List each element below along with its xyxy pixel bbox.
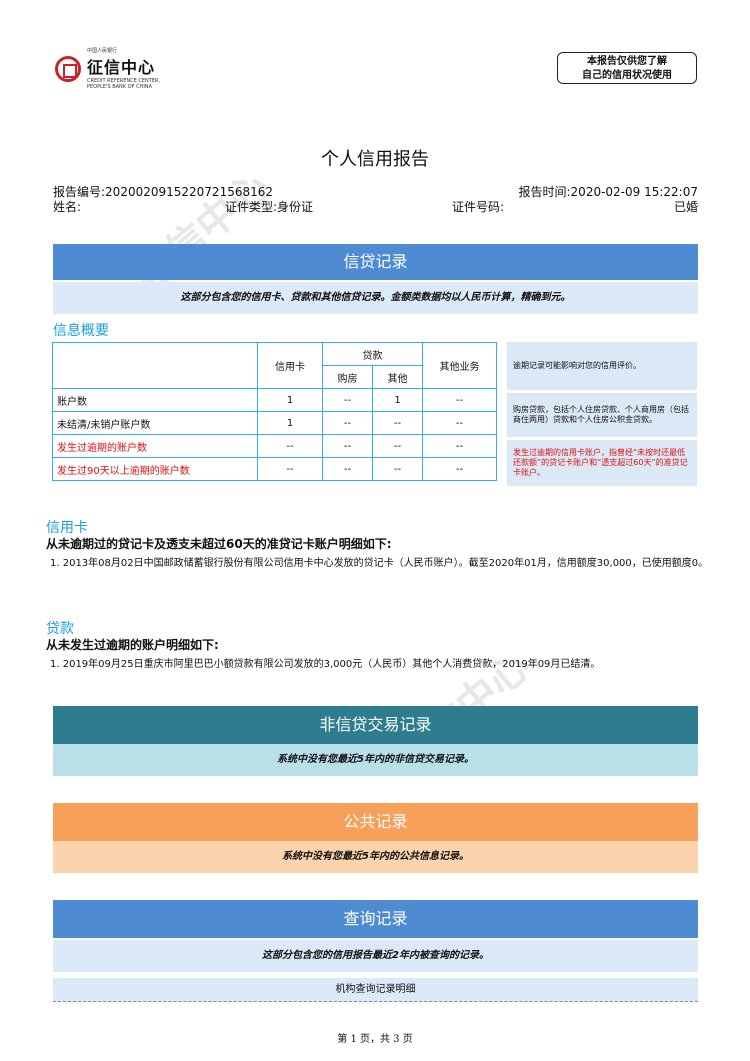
watermark: 征信中心 bbox=[126, 163, 279, 302]
query-band: 查询记录 bbox=[53, 900, 698, 938]
logo: 中国人民银行 征信中心 CREDIT REFERENCE CENTER, PEO… bbox=[55, 48, 177, 90]
marital-status: 已婚 bbox=[673, 200, 698, 214]
public-band: 公共记录 bbox=[53, 803, 698, 841]
seal-icon bbox=[55, 56, 81, 82]
page-number: 第 1 页，共 3 页 bbox=[337, 1034, 413, 1045]
noncredit-band: 非信贷交易记录 bbox=[53, 706, 698, 744]
logo-top: 中国人民银行 bbox=[87, 48, 118, 54]
usage-stamp: 本报告仅供您了解 自己的信用状况使用 bbox=[557, 52, 697, 84]
card-item: 1. 2013年08月02日中国邮政储蓄银行股份有限公司信用卡中心发放的贷记卡（… bbox=[50, 558, 709, 569]
table-row: 发生过90天以上逾期的账户数 -- -- -- -- bbox=[52, 457, 497, 481]
public-desc: 系统中没有您最近5年内的公共信息记录。 bbox=[53, 841, 698, 873]
noncredit-desc: 系统中没有您最近5年内的非信贷交易记录。 bbox=[53, 744, 698, 776]
credit-desc: 这部分包含您的信用卡、贷款和其他信贷记录。金额类数据均以人民币计算，精确到元。 bbox=[53, 282, 698, 314]
loan-sub: 从未发生过逾期的账户明细如下: bbox=[46, 638, 219, 652]
name-label: 姓名: bbox=[53, 200, 82, 214]
table-row: 未结清/未销户账户数 1 -- -- -- bbox=[52, 411, 497, 435]
table-row: 账户数 1 -- 1 -- bbox=[52, 388, 497, 412]
report-time: 报告时间:2020-02-09 15:22:07 bbox=[518, 185, 699, 199]
credit-band: 信贷记录 bbox=[53, 244, 698, 280]
loan-title: 贷款 bbox=[46, 621, 74, 637]
card-title: 信用卡 bbox=[46, 520, 88, 536]
logo-name: 征信中心 bbox=[87, 58, 156, 77]
id-type: 证件类型:身份证 bbox=[225, 200, 314, 214]
note: 发生过逾期的信用卡账户，指曾经“未按时还最低还款额”的贷记卡账户和“透支超过60… bbox=[507, 440, 697, 486]
logo-en: CREDIT REFERENCE CENTER, PEOPLE'S BANK O… bbox=[87, 78, 161, 90]
overview-title: 信息概要 bbox=[53, 323, 109, 339]
note: 购房贷款，包括个人住房贷款、个人商用房（包括商住两用）贷款和个人住房公积金贷款。 bbox=[507, 393, 697, 437]
note: 逾期记录可能影响对您的信用评价。 bbox=[507, 342, 697, 390]
page-title: 个人信用报告 bbox=[321, 149, 429, 170]
overview-table: 信用卡 贷款 其他业务 购房 其他 账户数 1 -- 1 -- 未结清/未销户账户数 1 -- --… bbox=[52, 342, 497, 481]
report-no: 报告编号:2020020915220721568162 bbox=[53, 185, 274, 199]
id-no-label: 证件号码: bbox=[452, 200, 505, 214]
query-desc: 这部分包含您的信用报告最近2年内被查询的记录。 bbox=[53, 940, 698, 972]
query-sub: 机构查询记录明细 bbox=[53, 978, 698, 1002]
table-row: 发生过逾期的账户数 -- -- -- -- bbox=[52, 434, 497, 458]
card-sub: 从未逾期过的贷记卡及透支未超过60天的准贷记卡账户明细如下: bbox=[46, 537, 392, 551]
loan-item: 1. 2019年09月25日重庆市阿里巴巴小额贷款有限公司发放的3,000元（人… bbox=[50, 659, 601, 670]
